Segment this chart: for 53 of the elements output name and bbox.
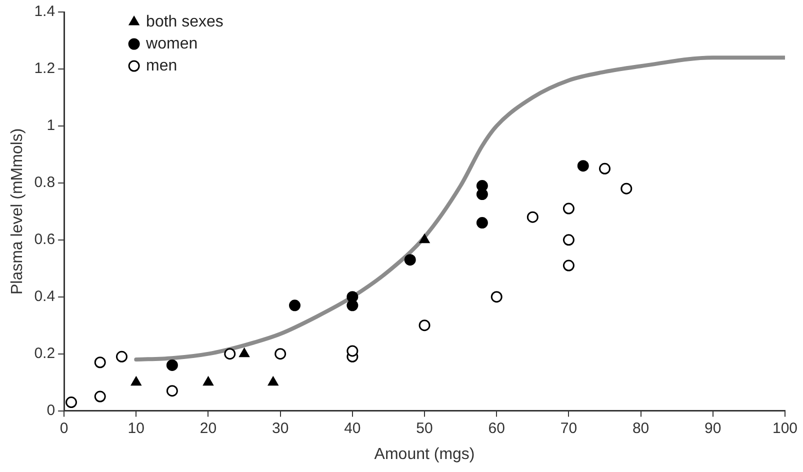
point [476,180,488,192]
point [577,160,589,172]
y-tick-label: 1 [46,117,56,134]
y-tick-label: 1.2 [34,60,56,78]
point [268,376,278,386]
point [490,291,502,303]
point [476,217,488,229]
point [562,260,574,272]
point [224,348,236,360]
point [203,376,214,386]
y-tick-label: 0.8 [34,174,56,192]
line-series [134,56,785,362]
point [166,385,178,397]
x-tick-label: 60 [488,420,505,437]
point [562,202,574,214]
x-tick-label: 100 [772,420,798,437]
x-tick-label: 70 [560,420,578,437]
point [526,211,538,223]
point [66,396,78,408]
point [418,320,430,332]
point [239,348,250,358]
y-tick-label: 0 [46,402,56,419]
point [346,291,358,303]
point [166,359,178,371]
point [599,162,611,174]
y-tick-label: 1.4 [34,3,56,20]
point [94,390,106,402]
point [289,300,301,312]
x-tick-label: 0 [60,420,68,437]
x-tick-label: 80 [632,420,650,437]
x-tick-label: 20 [200,420,217,437]
point [346,345,358,357]
point [562,234,574,246]
legend-label: both sexes [146,13,224,30]
point [419,234,430,244]
y-tick-label: 0.6 [34,231,56,248]
y-tick-label: 0.2 [34,344,56,362]
y-axis-title: Plasma level (mMmols) [9,128,26,295]
legend-label: women [145,35,198,52]
x-tick-label: 30 [272,420,289,437]
y-tick-label: 0.4 [34,288,56,305]
x-tick-label: 90 [704,420,722,437]
point [274,348,286,360]
point [131,376,142,386]
x-tick-label: 10 [128,420,144,437]
point [404,254,416,266]
x-tick-label: 40 [344,420,361,437]
point [94,356,106,368]
x-axis-title: Amount (mgs) [374,446,475,463]
point [620,182,632,194]
x-tick-label: 50 [416,420,433,437]
point [116,350,128,362]
legend-label: men [146,57,178,74]
